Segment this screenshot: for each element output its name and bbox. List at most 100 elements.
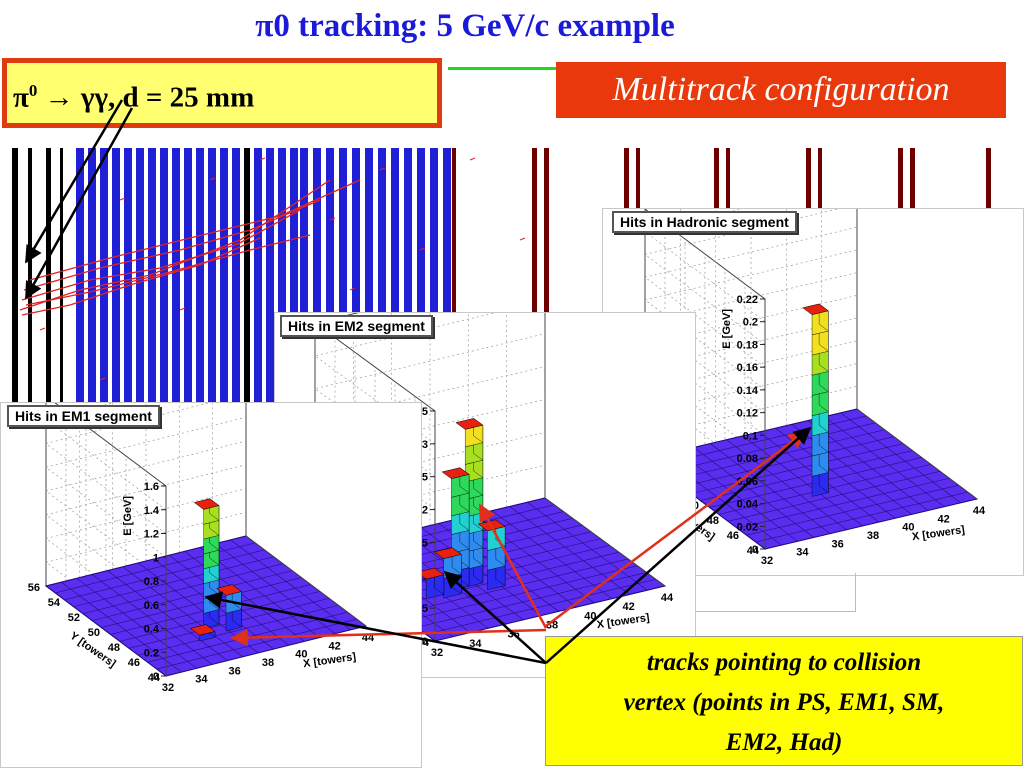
- had-layer-6: [726, 148, 730, 218]
- z-gridline: [45, 403, 210, 534]
- scatter-hit-7: [519, 237, 526, 241]
- em1-layer-15: [266, 148, 274, 408]
- y-tick-label: 44: [148, 672, 161, 684]
- z-gridline: [45, 416, 247, 558]
- had-layer-2: [544, 148, 549, 408]
- em1-plot-title: Hits in EM1 segment: [7, 405, 160, 427]
- pi-charge-superscript: 0: [28, 81, 38, 100]
- x-tick-label: 34: [469, 638, 482, 650]
- em1-plot-panel: 0 0.2 0.4 0.6 0.8 1 1.2 1.4 1.6 32 34 36 38 40 42 44 44 4…: [0, 402, 422, 768]
- scatter-hit-6: [469, 157, 476, 161]
- z-tick-label: 0.14: [737, 385, 759, 397]
- z-axis-title: E [GeV]: [122, 496, 134, 536]
- had-layer-1: [532, 148, 537, 408]
- em2-plot-title: Hits in EM2 segment: [280, 315, 433, 337]
- x-tick-label: 40: [902, 522, 914, 534]
- x-tick-label: 44: [362, 632, 375, 644]
- floor-gridline: [64, 549, 265, 601]
- x-tick-label: 38: [262, 657, 274, 669]
- floor-gridline: [92, 570, 293, 621]
- em1-layer-12: [220, 148, 228, 408]
- x-tick-label: 42: [938, 513, 950, 525]
- had-layer-5: [714, 148, 719, 218]
- y-tick-label: 44: [747, 545, 760, 557]
- em1-layer-11: [208, 148, 216, 408]
- floor-gridline: [82, 563, 283, 614]
- x-tick-label: 32: [162, 682, 174, 694]
- em1-layer-13: [232, 148, 240, 408]
- callout-line-1: tracks pointing to collision: [646, 649, 922, 676]
- z-tick-label: 0.16: [737, 362, 758, 374]
- em1-layer-3: [112, 148, 120, 408]
- bar-top-face: [802, 303, 829, 315]
- scatter-hit-11: [349, 287, 356, 291]
- y-tick-label: 46: [128, 657, 140, 669]
- x-tick-label: 36: [229, 665, 241, 677]
- em1-layer-0: [76, 148, 84, 408]
- z-tick-label: 0.04: [737, 499, 759, 511]
- em2-layer-11: [443, 148, 451, 318]
- callout-line-2: vertex (points in PS, EM1, SM,: [623, 689, 945, 716]
- ps-layer-3: [60, 148, 63, 408]
- scatter-hit-5: [419, 247, 426, 251]
- floor-gridline: [61, 581, 182, 673]
- y-tick-label: 52: [68, 612, 80, 624]
- scatter-hit-0: [39, 327, 46, 331]
- z-tick-label: 1: [153, 552, 159, 564]
- pi-symbol: π: [13, 81, 29, 114]
- scatter-hit-3: [329, 217, 336, 221]
- z-gridline: [644, 249, 858, 391]
- em2-layer-9: [417, 148, 425, 318]
- em1-layer-9: [184, 148, 192, 408]
- bar-top-face: [441, 467, 470, 479]
- floor-gridline: [840, 412, 961, 504]
- z-gridline: [314, 313, 496, 445]
- z-tick-label: 1.6: [144, 481, 159, 493]
- scatter-hit-8: [179, 307, 186, 311]
- em2-layer-10: [430, 148, 438, 318]
- had-layer-4: [636, 148, 640, 218]
- bar-top-face: [193, 498, 220, 510]
- floor-gridline: [101, 577, 302, 628]
- em1-layer-1: [88, 148, 96, 408]
- shower-max-layer: [244, 148, 250, 408]
- z-tick-label: 0.8: [144, 576, 159, 588]
- floor-gridline: [55, 542, 256, 594]
- em2-layer-5: [365, 148, 373, 318]
- z-axis-title: E [GeV]: [721, 309, 733, 349]
- x-axis-edge: [856, 408, 978, 500]
- em2-layer-3: [339, 148, 347, 318]
- had-layer-0: [452, 148, 456, 408]
- hadronic-panel-shadow-box: [692, 573, 856, 612]
- x-tick-label: 44: [661, 592, 674, 604]
- ps-layer-1: [28, 148, 32, 408]
- z-tick-label: 0.6: [144, 600, 159, 612]
- y-tick-label: 46: [727, 530, 739, 542]
- multitrack-banner: Multitrack configuration: [556, 62, 1006, 118]
- em1-layer-16: [278, 148, 286, 408]
- z-tick-label: 1.2: [144, 529, 159, 541]
- scatter-hit-2: [209, 177, 216, 181]
- hadronic-plot-title: Hits in Hadronic segment: [612, 211, 797, 233]
- floor-gridline: [76, 578, 197, 669]
- x-tick-label: 36: [832, 538, 844, 550]
- x-tick-label: 34: [195, 674, 208, 686]
- z-tick-label: 0.12: [737, 408, 758, 420]
- em1-layer-5: [136, 148, 144, 408]
- had-layer-10: [910, 148, 915, 218]
- x-tick-label: 38: [546, 620, 558, 632]
- z-gridline: [314, 333, 546, 477]
- slide-title: π0 tracking: 5 GeV/c example: [255, 8, 675, 44]
- floor-gridline: [824, 416, 945, 507]
- scatter-hit-4: [379, 167, 386, 171]
- had-layer-11: [986, 148, 991, 218]
- em1-layer-7: [160, 148, 168, 408]
- x-tick-label: 42: [329, 640, 341, 652]
- y-tick-label: 56: [28, 582, 40, 594]
- z-tick-label: 0.2: [743, 317, 758, 329]
- y-tick-label: 50: [88, 627, 100, 639]
- x-tick-label: 44: [973, 505, 986, 517]
- z-tick-label: 0.2: [144, 647, 159, 659]
- ps-layer-2: [46, 148, 51, 408]
- y-tick-label: 54: [48, 597, 61, 609]
